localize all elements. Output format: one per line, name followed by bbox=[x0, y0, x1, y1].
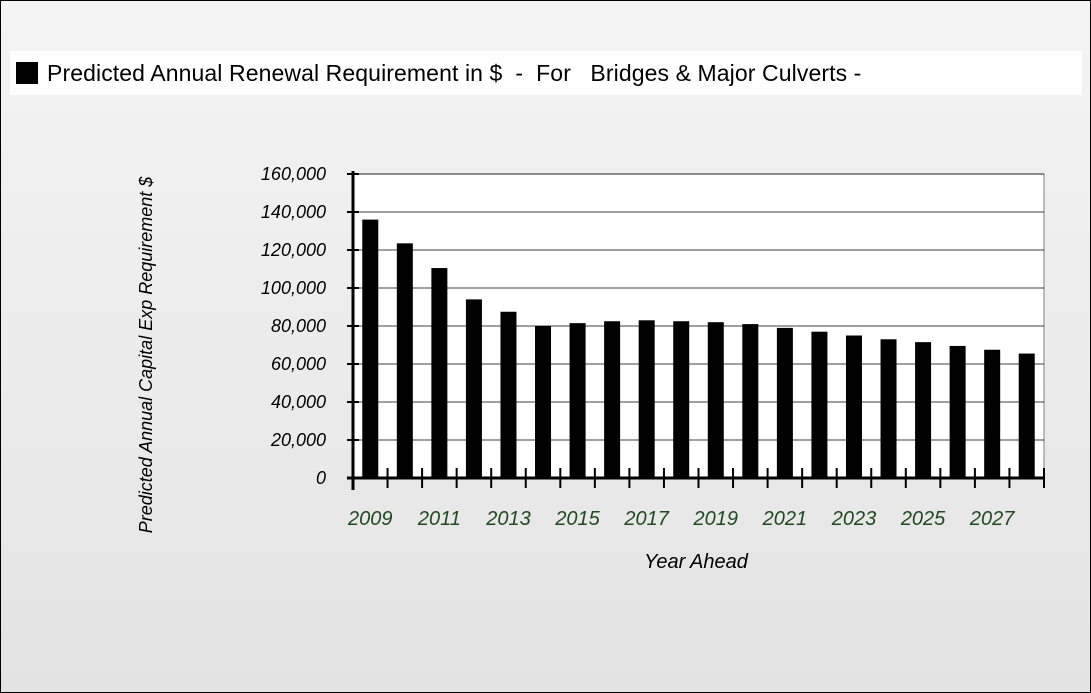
y-tick-label: 80,000 bbox=[271, 316, 326, 336]
x-tick-label: 2023 bbox=[831, 508, 877, 530]
tick-labels: 0 20,000 40,000 60,000 80,000 100,000 120,000 1… bbox=[261, 164, 1015, 530]
x-tick-label: 2019 bbox=[693, 508, 739, 530]
x-tick-label: 2009 bbox=[347, 508, 393, 530]
legend-label: Predicted Annual Renewal Requirement in … bbox=[47, 59, 862, 86]
bar bbox=[1018, 353, 1035, 478]
x-tick-label: 2021 bbox=[762, 508, 808, 530]
bar bbox=[984, 349, 1001, 478]
legend: Predicted Annual Renewal Requirement in … bbox=[10, 51, 1082, 95]
bar bbox=[880, 339, 897, 478]
y-tick-label: 160,000 bbox=[261, 164, 326, 184]
x-tick-label: 2017 bbox=[623, 508, 669, 530]
legend-swatch bbox=[16, 62, 38, 84]
y-tick-label: 20,000 bbox=[270, 430, 326, 450]
bar bbox=[465, 299, 482, 478]
x-tick-label: 2011 bbox=[417, 508, 461, 530]
bar bbox=[431, 268, 448, 478]
y-tick-label: 0 bbox=[316, 468, 326, 488]
bar bbox=[742, 324, 759, 478]
bar bbox=[362, 219, 379, 478]
x-tick-label: 2013 bbox=[485, 508, 531, 530]
y-tick-label: 60,000 bbox=[271, 354, 326, 374]
x-tick-label: 2015 bbox=[554, 508, 600, 530]
bars bbox=[362, 219, 1035, 478]
y-tick-label: 100,000 bbox=[261, 278, 326, 298]
axes bbox=[347, 171, 1045, 490]
bar bbox=[569, 323, 586, 478]
y-tick-label: 40,000 bbox=[271, 392, 326, 412]
y-tick-label: 140,000 bbox=[261, 202, 326, 222]
bar bbox=[500, 311, 517, 478]
x-tick-label: 2025 bbox=[900, 508, 946, 530]
bar bbox=[604, 321, 621, 478]
bar bbox=[811, 331, 828, 478]
bar bbox=[396, 243, 413, 478]
grid-lines bbox=[352, 173, 1045, 479]
bar bbox=[673, 321, 690, 478]
bar bbox=[638, 320, 655, 478]
x-axis-title: Year Ahead bbox=[644, 551, 749, 573]
bar bbox=[776, 327, 793, 478]
bar bbox=[845, 335, 862, 478]
x-tick-label: 2027 bbox=[969, 508, 1015, 530]
bar bbox=[707, 322, 724, 478]
bar bbox=[535, 326, 552, 478]
bar bbox=[915, 342, 932, 478]
y-axis-title: Predicted Annual Capital Exp Requirement… bbox=[136, 176, 156, 534]
bar bbox=[949, 345, 966, 478]
y-tick-label: 120,000 bbox=[261, 240, 326, 260]
